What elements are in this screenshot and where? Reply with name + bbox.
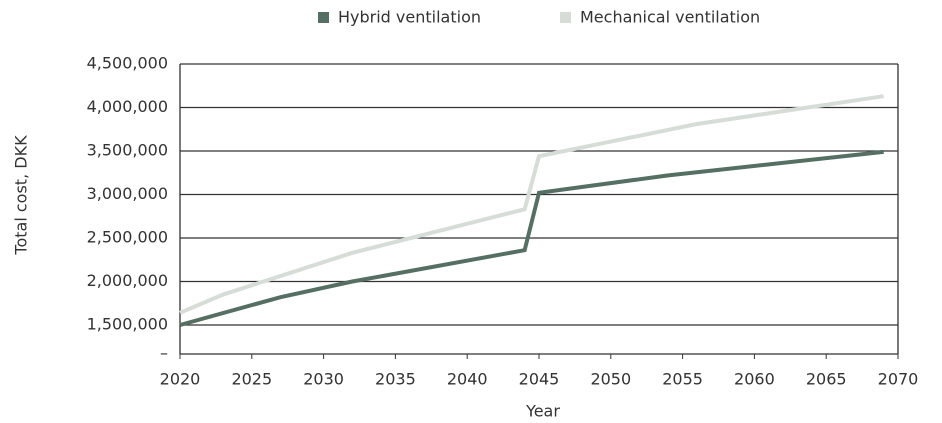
x-tick-label: 2040 [447, 370, 488, 389]
y-tick-label: 3,500,000 [87, 141, 168, 160]
y-tick-label: 3,000,000 [87, 184, 168, 203]
x-tick-label: 2035 [375, 370, 416, 389]
legend-swatch [560, 12, 571, 23]
series-line [179, 94, 884, 315]
legend-label: Hybrid ventilation [338, 8, 481, 27]
x-tick-label: 2055 [662, 370, 703, 389]
y-axis-label: Total cost, DKK [12, 135, 31, 256]
series-line [179, 149, 884, 327]
y-tick-label: 2,500,000 [87, 228, 168, 247]
x-tick-label: 2030 [303, 370, 344, 389]
x-axis-label: Year [525, 402, 560, 421]
y-tick-label: 1,500,000 [87, 315, 168, 334]
x-tick-label: 2070 [878, 370, 919, 389]
legend-swatch [318, 12, 329, 23]
legend-label: Mechanical ventilation [580, 8, 760, 27]
x-tick-label: 2020 [160, 370, 201, 389]
y-tick-label: 4,500,000 [87, 54, 168, 73]
x-tick-label: 2060 [734, 370, 775, 389]
y-tick-label: 4,000,000 [87, 97, 168, 116]
y-tick-label: 2,000,000 [87, 271, 168, 290]
x-tick-label: 2025 [231, 370, 272, 389]
x-tick-label: 2045 [519, 370, 560, 389]
x-tick-label: 2050 [590, 370, 631, 389]
x-tick-label: 2065 [806, 370, 847, 389]
y-tick-label: – [160, 344, 168, 363]
